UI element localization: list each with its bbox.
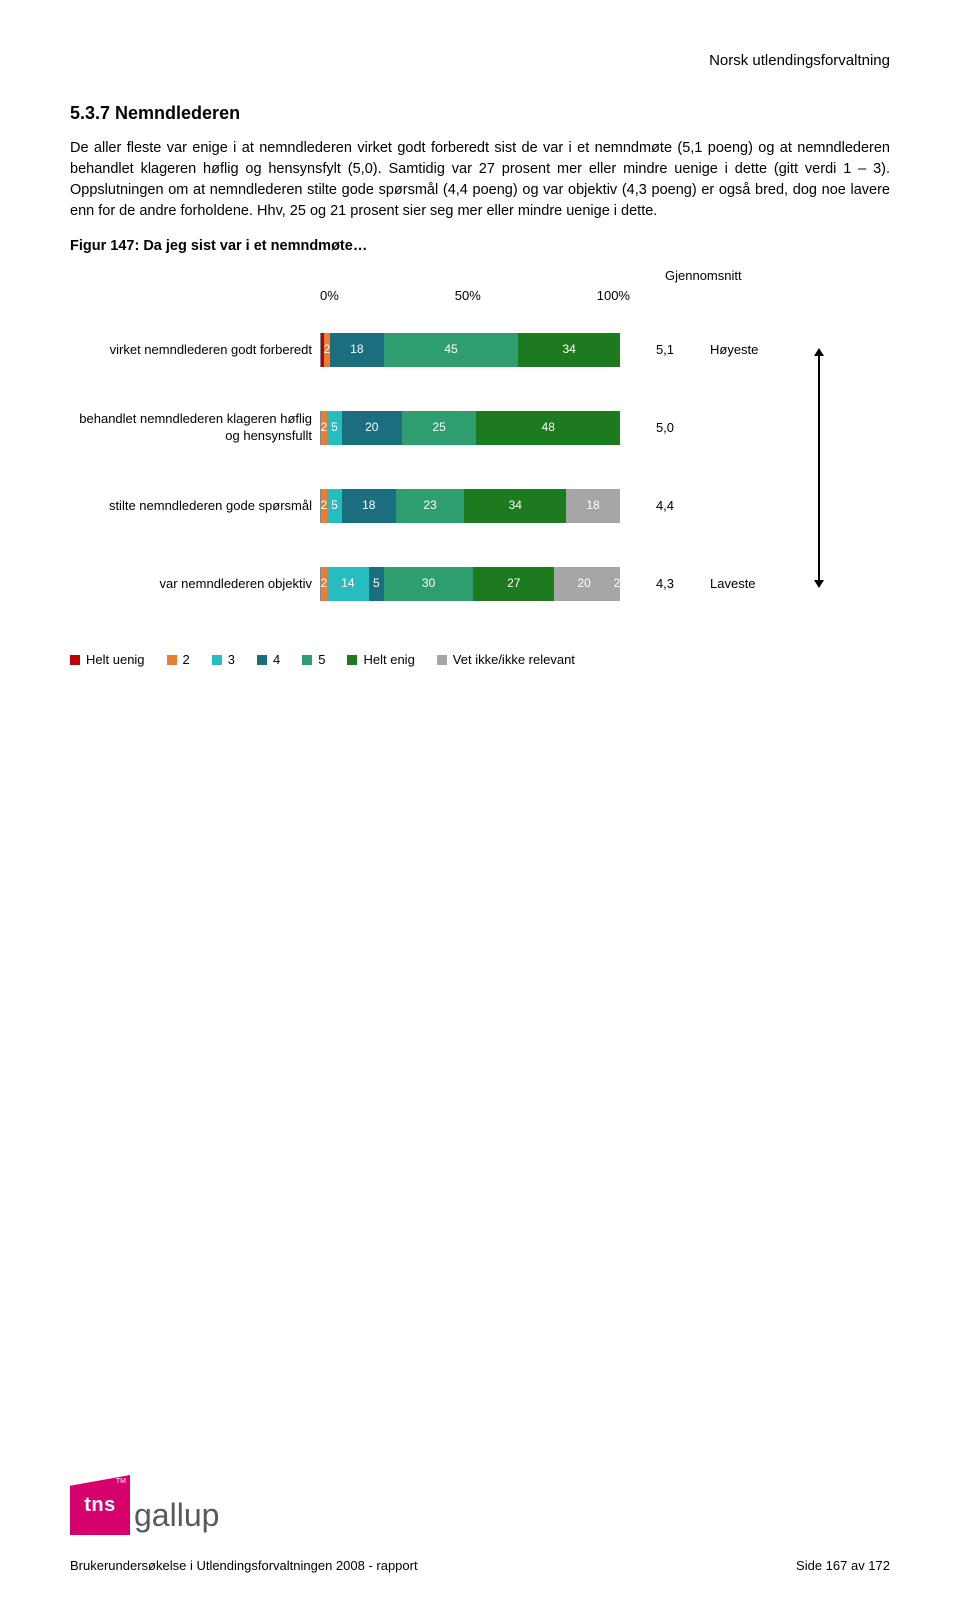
axis-tick: 50% — [455, 287, 481, 305]
legend-label: 4 — [273, 651, 280, 669]
bar-segment: 14 — [327, 567, 369, 601]
legend-item: Helt enig — [347, 651, 414, 669]
footer-left: Brukerundersøkelse i Utlendingsforvaltni… — [70, 1557, 418, 1575]
bar-segment: 5 — [327, 489, 342, 523]
legend-swatch — [347, 655, 357, 665]
bar-segment: 20 — [342, 411, 402, 445]
bar-label: behandlet nemndlederen klageren høflig o… — [70, 411, 320, 444]
bar-segment: 18 — [342, 489, 396, 523]
legend-label: 3 — [228, 651, 235, 669]
bar-average: 5,0 — [630, 419, 700, 437]
legend-swatch — [167, 655, 177, 665]
legend-label: 5 — [318, 651, 325, 669]
bar-segment: 18 — [330, 333, 384, 367]
page-header-org: Norsk utlendingsforvaltning — [70, 50, 890, 71]
logo-word: gallup — [134, 1499, 219, 1535]
range-arrow — [818, 355, 820, 581]
chart-row: behandlet nemndlederen klageren høflig o… — [70, 389, 890, 467]
legend-item: 3 — [212, 651, 235, 669]
avg-column-header: Gjennomsnitt — [665, 267, 742, 285]
bar-segment: 18 — [566, 489, 620, 523]
legend-item: Vet ikke/ikke relevant — [437, 651, 575, 669]
bar-label: var nemndlederen objektiv — [70, 576, 320, 592]
section-heading: 5.3.7 Nemndlederen — [70, 101, 890, 126]
legend-swatch — [257, 655, 267, 665]
legend-label: 2 — [183, 651, 190, 669]
bar-segment: 25 — [402, 411, 477, 445]
legend-label: Helt enig — [363, 651, 414, 669]
chart-row: virket nemndlederen godt forberedt218453… — [70, 311, 890, 389]
legend-item: 4 — [257, 651, 280, 669]
bar-segment: 5 — [327, 411, 342, 445]
bar-segment: 20 — [554, 567, 614, 601]
stacked-bar-chart: Gjennomsnitt 0% 50% 100% virket nemndled… — [70, 267, 890, 669]
axis-tick: 0% — [320, 287, 339, 305]
bar-segment: 48 — [476, 411, 620, 445]
legend-item: 5 — [302, 651, 325, 669]
footer-right: Side 167 av 172 — [796, 1557, 890, 1575]
logo-tm: TM — [116, 1477, 126, 1487]
legend-item: Helt uenig — [70, 651, 145, 669]
axis-tick: 100% — [597, 287, 630, 305]
legend-swatch — [302, 655, 312, 665]
chart-row: stilte nemndlederen gode spørsmål2518233… — [70, 467, 890, 545]
section-paragraph: De aller fleste var enige i at nemndlede… — [70, 138, 890, 222]
chart-row: var nemndlederen objektiv214530272024,3L… — [70, 545, 890, 623]
bar-average: 5,1 — [630, 341, 700, 359]
bar-segment: 45 — [384, 333, 519, 367]
bar-segment: 5 — [369, 567, 384, 601]
legend-swatch — [437, 655, 447, 665]
bar-average: 4,4 — [630, 497, 700, 515]
tns-gallup-logo: TM tns gallup — [70, 1475, 219, 1535]
legend-item: 2 — [167, 651, 190, 669]
bar-segment: 27 — [473, 567, 554, 601]
stacked-bar: 21453027202 — [320, 567, 620, 601]
legend-swatch — [70, 655, 80, 665]
bar-segment: 2 — [614, 567, 620, 601]
bar-segment: 34 — [518, 333, 620, 367]
chart-legend: Helt uenig 2 3 4 5 Helt enig Vet ikke/ikke rel… — [70, 651, 890, 669]
legend-swatch — [212, 655, 222, 665]
stacked-bar: 25202548 — [320, 411, 620, 445]
bar-average: 4,3 — [630, 575, 700, 593]
bar-side-label: Laveste — [700, 575, 790, 593]
bar-segment: 34 — [464, 489, 566, 523]
stacked-bar: 2518233418 — [320, 489, 620, 523]
stacked-bar: 2184534 — [320, 333, 620, 367]
logo-badge-text: tns — [84, 1491, 116, 1519]
legend-label: Helt uenig — [86, 651, 145, 669]
x-axis-ticks: 0% 50% 100% — [320, 287, 630, 309]
bar-segment: 23 — [396, 489, 465, 523]
bar-label: stilte nemndlederen gode spørsmål — [70, 498, 320, 514]
bar-segment: 30 — [384, 567, 474, 601]
figure-title: Figur 147: Da jeg sist var i et nemndmøt… — [70, 236, 890, 256]
legend-label: Vet ikke/ikke relevant — [453, 651, 575, 669]
bar-side-label: Høyeste — [700, 341, 790, 359]
bar-label: virket nemndlederen godt forberedt — [70, 342, 320, 358]
